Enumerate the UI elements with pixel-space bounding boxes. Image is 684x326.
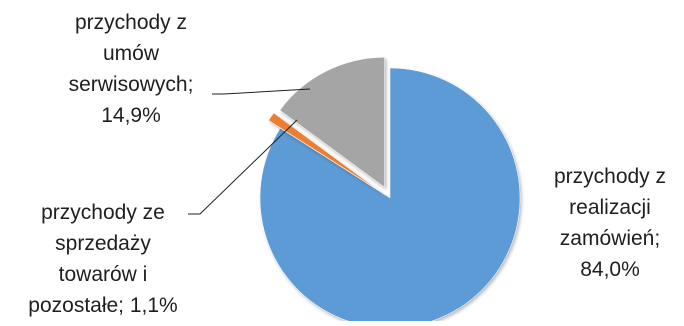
data-label-2: przychody z umów serwisowych; 14,9% xyxy=(69,11,194,127)
pie-slice-1 xyxy=(268,112,379,191)
data-label-0-line-2: zamówień; xyxy=(560,227,660,250)
data-label-0-line-0: przychody z xyxy=(554,165,666,188)
leader-line-2 xyxy=(212,88,311,95)
data-label-1: przychody ze sprzedaży towarów i pozostałe;… xyxy=(28,201,177,317)
data-label-1-line-0: przychody ze xyxy=(41,201,165,224)
data-label-2-line-1: umów xyxy=(103,42,160,65)
leader-line-1 xyxy=(188,119,298,215)
pie-slice-2 xyxy=(279,57,385,188)
data-label-2-line-2: serwisowych; xyxy=(69,73,194,96)
data-label-0-line-1: realizacji xyxy=(569,196,651,219)
data-label-2-line-0: przychody z xyxy=(75,11,187,34)
data-label-1-line-2: towarów i xyxy=(59,263,148,286)
data-label-1-line-3: pozostałe; 1,1% xyxy=(28,294,177,317)
data-label-2-line-3: 14,9% xyxy=(101,104,161,127)
pie-slice-0 xyxy=(259,67,521,326)
data-label-0: przychody z realizacji zamówień; 84,0% xyxy=(554,165,666,281)
data-label-1-line-1: sprzedaży xyxy=(55,232,151,255)
data-label-0-line-3: 84,0% xyxy=(580,258,640,281)
